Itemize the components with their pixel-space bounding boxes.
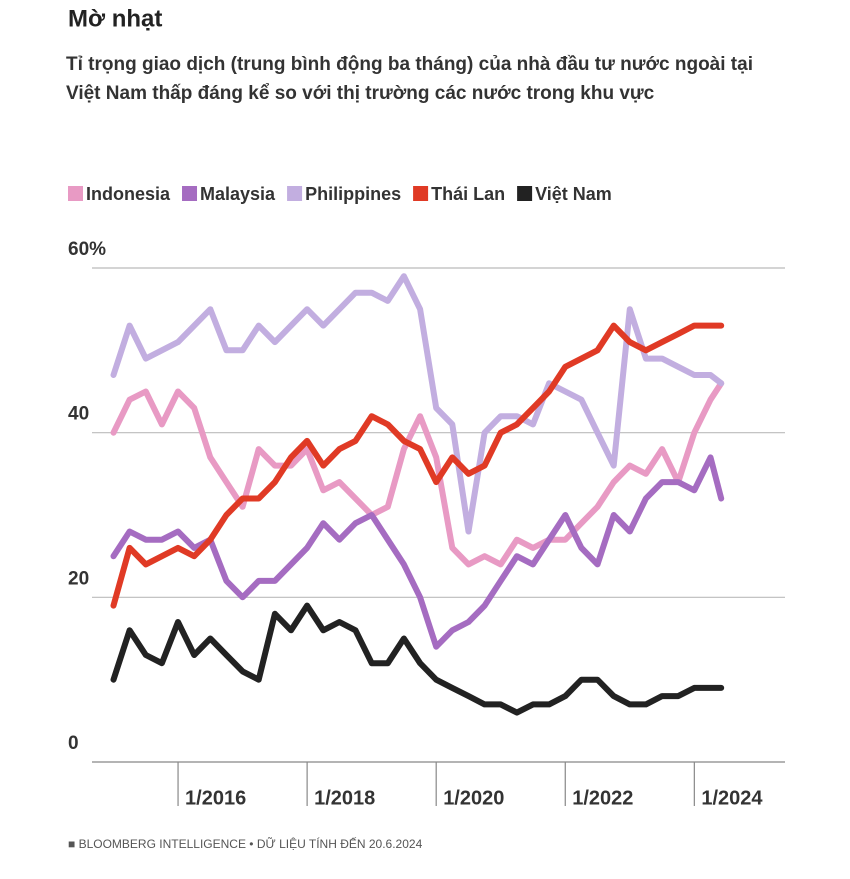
legend-swatch [517, 186, 533, 201]
legend-swatch [68, 186, 83, 201]
legend-label: Việt Nam [535, 184, 612, 204]
legend-swatch [287, 186, 303, 201]
x-tick-label: 1/2024 [701, 787, 763, 809]
legend: Indonesia Malaysia Philippines Thái Lan Việt… [68, 184, 612, 204]
chart-subtitle: Tỉ trọng giao dịch (trung bình động ba t… [66, 54, 753, 104]
x-tick-label: 1/2020 [443, 787, 504, 809]
legend-label: Indonesia [86, 184, 171, 204]
legend-swatch [182, 186, 198, 201]
legend-label: Thái Lan [431, 184, 505, 204]
series-line [110, 454, 725, 650]
y-tick-label: 0 [68, 733, 79, 754]
series-line [110, 380, 725, 568]
y-tick-label: 40 [68, 404, 89, 425]
legend-label: Philippines [305, 184, 401, 204]
source-note: ■ BLOOMBERG INTELLIGENCE • DỮ LIỆU TÍNH … [68, 836, 423, 851]
x-tick-label: 1/2022 [572, 787, 633, 809]
series-line [110, 322, 725, 609]
y-tick-label: 60% [68, 239, 106, 260]
y-tick-label: 20 [68, 568, 89, 589]
subtitle-box: Tỉ trọng giao dịch (trung bình động ba t… [66, 54, 753, 104]
legend-swatch [413, 186, 429, 201]
series-line [110, 273, 725, 535]
legend-label: Malaysia [200, 184, 276, 204]
series-line [110, 602, 725, 716]
x-tick-label: 1/2016 [185, 787, 246, 809]
chart-title: Mờ nhạt [68, 5, 162, 32]
x-tick-label: 1/2018 [314, 787, 375, 809]
